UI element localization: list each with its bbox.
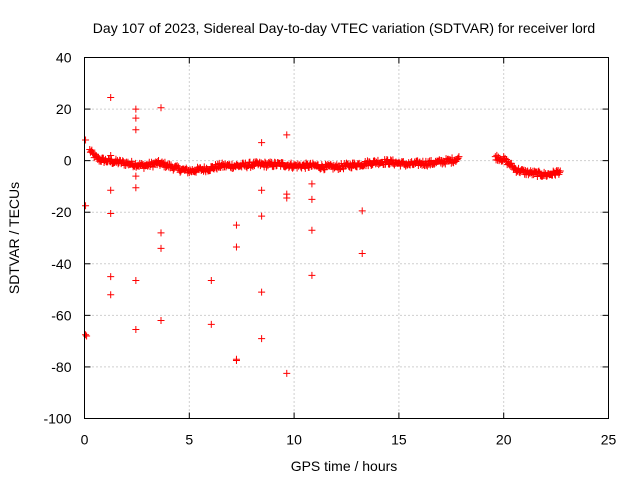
data-point (157, 317, 165, 325)
y-tick-label: -20 (51, 204, 71, 220)
data-point (510, 163, 518, 171)
data-point (207, 277, 215, 285)
data-point (358, 249, 366, 257)
data-point (535, 167, 543, 175)
data-point (132, 114, 140, 122)
data-point (441, 160, 449, 168)
data-point (502, 156, 510, 164)
y-tick-label: -80 (51, 359, 71, 375)
data-point (540, 168, 548, 176)
plot-frame (84, 57, 609, 419)
y-tick-label: 0 (64, 153, 72, 169)
data-point (232, 356, 240, 364)
data-point (262, 163, 270, 171)
x-tick-label: 15 (391, 432, 407, 448)
x-axis-label: GPS time / hours (291, 458, 398, 474)
data-point (283, 369, 291, 377)
data-point (132, 172, 140, 180)
data-point (94, 153, 102, 161)
data-point (132, 184, 140, 192)
data-point (82, 331, 90, 339)
data-point (218, 159, 226, 167)
data-point (249, 162, 257, 170)
y-axis-label: SDTVAR / TECUs (6, 182, 22, 294)
data-point (112, 155, 120, 163)
x-tick-label: 25 (601, 432, 617, 448)
data-point (232, 243, 240, 251)
data-point (455, 153, 463, 161)
data-point (491, 153, 499, 161)
data-point (232, 221, 240, 229)
data-point (107, 210, 115, 218)
tick-labels-layer: 0 5 10 15 20 25 -100 -80 -60 -40 -20 0 20 40 (43, 50, 616, 448)
data-point (132, 277, 140, 285)
data-point (132, 126, 140, 134)
x-tick-label: 0 (81, 432, 89, 448)
data-point (138, 160, 146, 168)
data-point (283, 194, 291, 202)
grid-layer (84, 57, 609, 419)
data-point (308, 180, 316, 188)
data-point (367, 162, 375, 170)
data-point (258, 212, 266, 220)
data-point (207, 320, 215, 328)
data-point (132, 326, 140, 334)
data-point (258, 335, 266, 343)
data-point (107, 93, 115, 101)
x-tick-label: 5 (185, 432, 193, 448)
data-point (157, 104, 165, 112)
y-tick-label: 40 (56, 50, 72, 66)
data-point (301, 164, 309, 172)
data-point (159, 159, 167, 167)
data-point (556, 167, 564, 175)
data-point (556, 168, 564, 176)
data-point (107, 273, 115, 281)
data-point (82, 136, 90, 144)
data-point (358, 207, 366, 215)
y-tick-label: -40 (51, 256, 71, 272)
data-point (423, 162, 431, 170)
data-point (107, 186, 115, 194)
x-tick-label: 10 (286, 432, 302, 448)
data-point (279, 159, 287, 167)
data-point (107, 291, 115, 299)
data-point (132, 105, 140, 113)
y-tick-label: -100 (43, 411, 71, 427)
y-tick-label: -60 (51, 307, 71, 323)
data-point (157, 229, 165, 237)
data-point (308, 195, 316, 203)
data-point (283, 131, 291, 139)
data-point (507, 159, 515, 167)
data-point (269, 163, 277, 171)
data-point (308, 226, 316, 234)
ticks-layer (84, 57, 609, 419)
data-point (258, 139, 266, 147)
data-point (128, 157, 136, 165)
data-point (157, 244, 165, 252)
data-point (258, 186, 266, 194)
data-points-layer (82, 93, 564, 377)
data-point (454, 154, 462, 162)
data-point (534, 168, 542, 176)
x-tick-label: 20 (496, 432, 512, 448)
data-point (258, 288, 266, 296)
data-point (287, 159, 295, 167)
y-tick-label: 20 (56, 101, 72, 117)
data-point (440, 159, 448, 167)
data-point (209, 164, 217, 172)
data-point (308, 271, 316, 279)
data-point (169, 166, 177, 174)
chart-title: Day 107 of 2023, Sidereal Day-to-day VTE… (93, 20, 595, 36)
data-point (82, 202, 90, 210)
